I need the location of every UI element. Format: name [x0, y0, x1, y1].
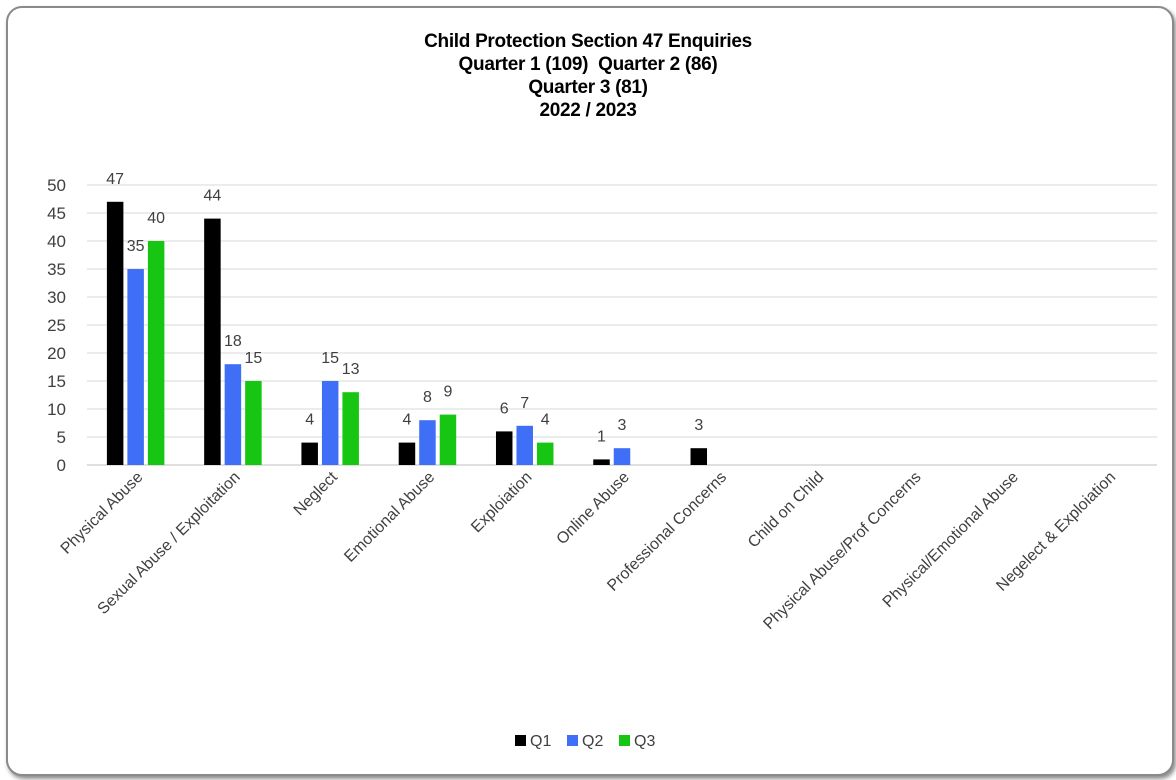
chart-frame: [6, 6, 1174, 776]
legend: Q1 Q2 Q3: [515, 733, 655, 750]
bar-q1: [495, 431, 513, 465]
category-label: Child on Child: [745, 469, 827, 551]
data-label: 9: [444, 384, 453, 401]
category-label: Emotional Abuse: [341, 469, 438, 566]
bar-q2: [127, 269, 144, 465]
category-label: Online Abuse: [553, 469, 632, 548]
bars: [106, 201, 708, 466]
data-label: 8: [423, 389, 432, 406]
y-tick-label: 15: [47, 372, 66, 391]
data-label: 4: [541, 412, 550, 429]
legend-label-q3: Q3: [634, 733, 655, 750]
bar-q2: [321, 381, 339, 465]
bar-q3: [536, 442, 554, 465]
legend-swatch-q1: [515, 735, 526, 746]
y-tick-label: 35: [47, 260, 66, 279]
chart-title: Child Protection Section 47 Enquiries Qu…: [0, 30, 1176, 122]
bar-q1: [204, 218, 221, 465]
data-label: 6: [500, 400, 509, 417]
bar-q3: [342, 392, 359, 465]
data-label: 1: [597, 428, 606, 445]
bar-q3: [245, 381, 262, 465]
data-label: 15: [245, 350, 263, 367]
legend-swatch-q2: [567, 735, 578, 746]
bar-q1: [301, 442, 318, 465]
data-label: 7: [520, 395, 529, 412]
title-line-2: Quarter 1 (109) Quarter 2 (86): [458, 54, 718, 75]
y-tick-label: 50: [47, 176, 66, 195]
title-line-4: 2022 / 2023: [539, 100, 637, 121]
y-tick-label: 30: [47, 288, 66, 307]
bar-q1: [398, 442, 416, 465]
bar-q2: [224, 364, 242, 465]
bar-q1: [593, 459, 610, 465]
legend-label-q2: Q2: [582, 733, 603, 750]
y-tick-label: 45: [47, 204, 66, 223]
bar-q3: [439, 414, 457, 465]
bar-q3: [147, 241, 165, 465]
y-tick-label: 25: [47, 316, 66, 335]
data-label: 3: [694, 417, 703, 434]
data-label: 4: [403, 412, 412, 429]
legend-swatch-q3: [619, 735, 630, 746]
bar-q2: [613, 448, 631, 465]
y-tick-label: 40: [47, 232, 66, 251]
data-label: 13: [342, 361, 360, 378]
category-label: Physical Abuse/Prof Concerns: [760, 469, 924, 633]
bar-q1: [106, 201, 124, 466]
gridlines: [87, 184, 1157, 466]
data-label: 40: [147, 210, 165, 227]
bar-q1: [690, 448, 708, 465]
data-label: 35: [127, 238, 145, 255]
bar-q2: [419, 420, 436, 465]
legend-label-q1: Q1: [530, 733, 551, 750]
y-tick-label: 10: [47, 400, 66, 419]
category-label: Physical Abuse: [58, 469, 147, 558]
y-axis: 0 5 10 15 20 25 30 35 40 45 50: [47, 176, 66, 475]
y-tick-label: 20: [47, 344, 66, 363]
title-line-1: Child Protection Section 47 Enquiries: [424, 31, 752, 52]
data-label: 47: [106, 171, 124, 188]
y-tick-label: 5: [57, 428, 66, 447]
data-label: 18: [224, 333, 242, 350]
category-label: Exploiation: [468, 469, 535, 536]
title-line-3: Quarter 3 (81): [528, 77, 648, 98]
y-tick-label: 0: [57, 456, 66, 475]
data-label: 3: [618, 417, 627, 434]
data-label: 44: [204, 188, 222, 205]
bar-q2: [516, 425, 533, 465]
category-label: Neglect: [291, 468, 342, 519]
data-label: 15: [321, 350, 339, 367]
data-label: 4: [305, 412, 314, 429]
